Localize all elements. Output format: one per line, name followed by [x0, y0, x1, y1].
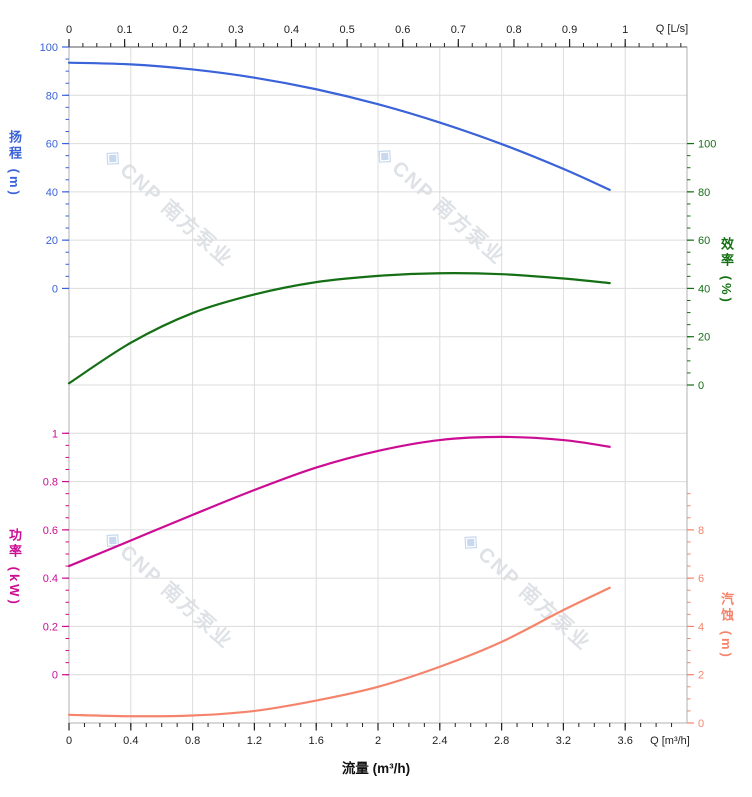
tick-label: 0.2 — [173, 24, 188, 36]
tick-label: 40 — [698, 283, 710, 295]
tick-label: 2.8 — [494, 735, 509, 747]
tick-label: 0.4 — [284, 24, 299, 36]
tick-label: 0 — [698, 718, 704, 730]
tick-label: 60 — [46, 139, 58, 151]
head-axis-title: 扬程 (m) — [7, 130, 22, 198]
tick-label: 2 — [698, 670, 704, 682]
tick-label: 0.6 — [43, 525, 58, 537]
tick-label: 20 — [698, 332, 710, 344]
tick-label: 2.4 — [432, 735, 447, 747]
tick-label: 0.6 — [395, 24, 410, 36]
tick-label: 20 — [46, 235, 58, 247]
power-axis: 1 0.8 0.6 0.4 0.2 0 — [43, 428, 69, 682]
npsh-curve — [67, 586, 611, 718]
tick-label: 0 — [66, 24, 72, 36]
power-curve — [67, 435, 611, 568]
tick-label: 4 — [698, 621, 704, 633]
tick-label: 1.6 — [309, 735, 324, 747]
tick-label: 100 — [40, 42, 58, 54]
power-axis-unit: (kW) — [7, 566, 22, 607]
tick-label: 0.8 — [506, 24, 521, 36]
tick-label: Q [m³/h] — [650, 735, 690, 747]
tick-label: 0.2 — [43, 621, 58, 633]
tick-label: 2 — [375, 735, 381, 747]
tick-label: 80 — [698, 187, 710, 199]
power-axis-title-text: 功率 — [7, 528, 22, 560]
npsh-axis: 8 6 4 2 0 — [687, 493, 704, 730]
tick-label: 0.8 — [185, 735, 200, 747]
tick-label: 0.1 — [117, 24, 132, 36]
tick-label: 1 — [622, 24, 628, 36]
bottom-axis: 0 0.4 0.8 1.2 1.6 2 2.4 2.8 3.2 3.6 Q [m³/h] — [66, 723, 690, 747]
npsh-axis-title-text: 汽蚀 — [719, 592, 734, 624]
tick-label: 0.8 — [43, 477, 58, 489]
tick-label: 60 — [698, 235, 710, 247]
efficiency-axis-title-text: 效率 — [719, 237, 734, 269]
head-axis-title-text: 扬程 — [7, 130, 22, 162]
tick-label: 1.2 — [247, 735, 262, 747]
tick-label: 0.7 — [451, 24, 466, 36]
gridlines — [68, 46, 688, 724]
tick-label: 0.4 — [43, 573, 58, 585]
tick-label: 0 — [52, 670, 58, 682]
tick-label: Q [L/s] — [656, 23, 688, 35]
npsh-axis-title: 汽蚀 (m) — [719, 592, 734, 660]
tick-label: 100 — [698, 139, 716, 151]
head-axis: 100 80 60 40 20 0 — [40, 42, 69, 295]
tick-label: 80 — [46, 90, 58, 102]
tick-label: 3.6 — [618, 735, 633, 747]
efficiency-curve — [67, 272, 611, 385]
power-axis-title: 功率 (kW) — [7, 528, 22, 607]
tick-label: 0.4 — [123, 735, 138, 747]
head-axis-unit: (m) — [7, 168, 22, 198]
tick-label: 8 — [698, 525, 704, 537]
tick-label: 6 — [698, 573, 704, 585]
efficiency-axis: 100 80 60 40 20 0 — [687, 139, 716, 392]
top-axis: 0 0.1 0.2 0.3 0.4 0.5 0.6 0.7 0.8 0.9 1 Q [L/s] — [66, 23, 688, 47]
efficiency-axis-unit: (%) — [719, 275, 734, 305]
tick-label: 0.3 — [228, 24, 243, 36]
tick-label: 0 — [52, 283, 58, 295]
flow-axis-title: 流量 (m³/h) — [341, 761, 411, 776]
tick-label: 0.9 — [562, 24, 577, 36]
efficiency-axis-title: 效率 (%) — [719, 237, 734, 305]
npsh-axis-unit: (m) — [719, 630, 734, 660]
tick-label: 0 — [698, 380, 704, 392]
tick-label: 3.2 — [556, 735, 571, 747]
head-curve — [67, 61, 611, 192]
tick-label: 40 — [46, 187, 58, 199]
tick-label: 1 — [52, 428, 58, 440]
tick-label: 0 — [66, 735, 72, 747]
tick-label: 0.5 — [339, 24, 354, 36]
